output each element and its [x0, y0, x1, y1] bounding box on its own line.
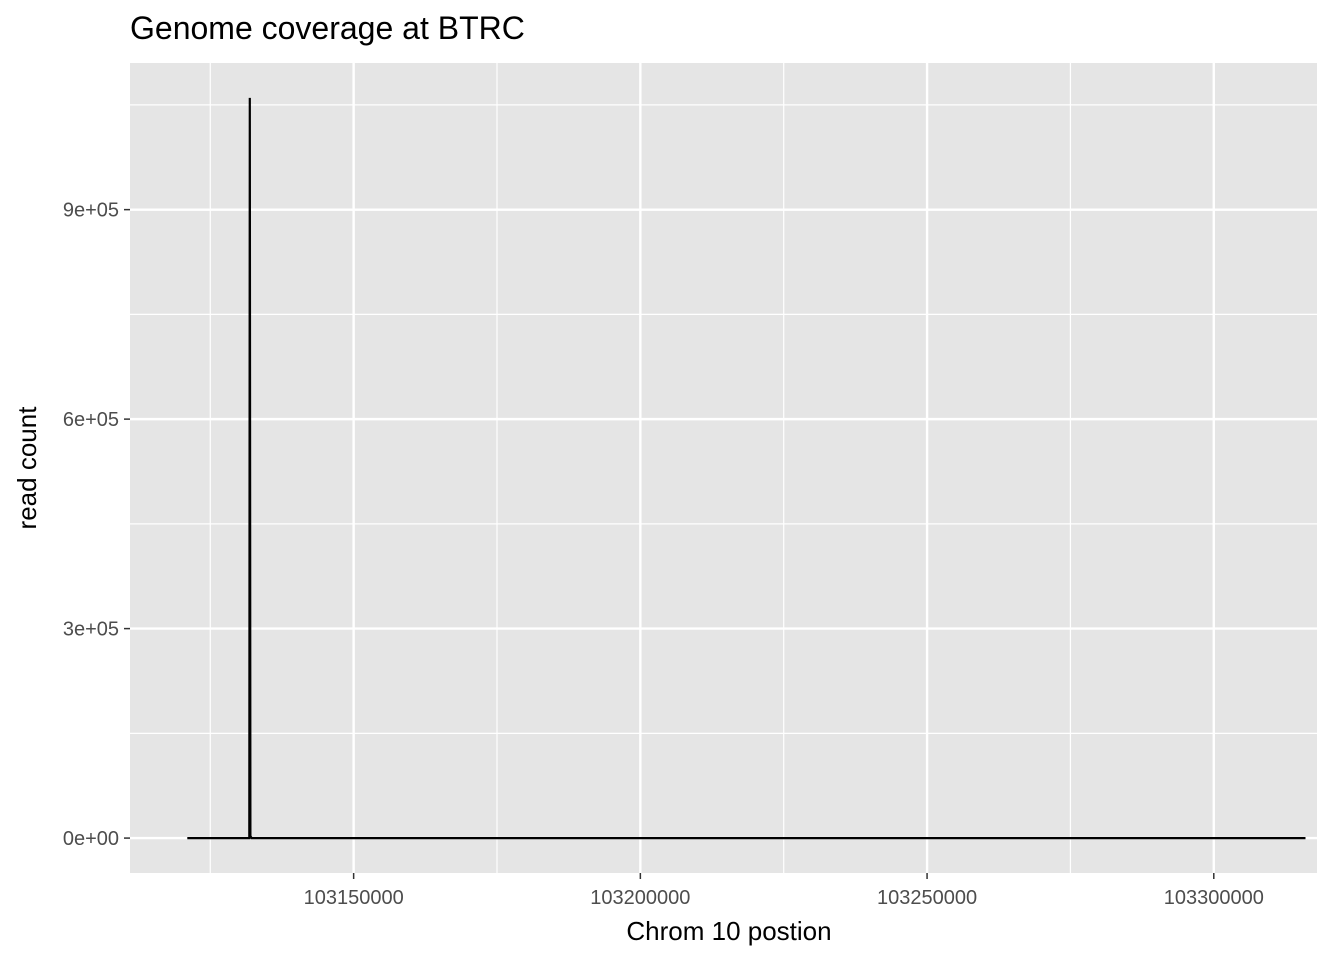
x-tick-label: 103300000	[1164, 887, 1264, 909]
chart-title: Genome coverage at BTRC	[130, 10, 525, 46]
x-tick-label: 103150000	[304, 887, 404, 909]
x-tick-label: 103200000	[590, 887, 690, 909]
coverage-line	[187, 97, 1306, 840]
y-axis: 0e+00 3e+05 6e+05 9e+05	[63, 200, 130, 850]
y-tick-label: 3e+05	[63, 619, 119, 641]
minor-gridlines	[130, 63, 1317, 873]
coverage-series	[187, 97, 1306, 840]
x-tick-label: 103250000	[877, 887, 977, 909]
y-tick-label: 0e+00	[63, 828, 119, 850]
x-axis-title: Chrom 10 postion	[626, 916, 831, 946]
y-tick-label: 9e+05	[63, 200, 119, 222]
x-axis: 103150000 103200000 103250000 103300000	[304, 873, 1264, 909]
plot-panel	[130, 63, 1317, 873]
y-axis-title: read count	[12, 406, 42, 530]
y-tick-label: 6e+05	[63, 409, 119, 431]
